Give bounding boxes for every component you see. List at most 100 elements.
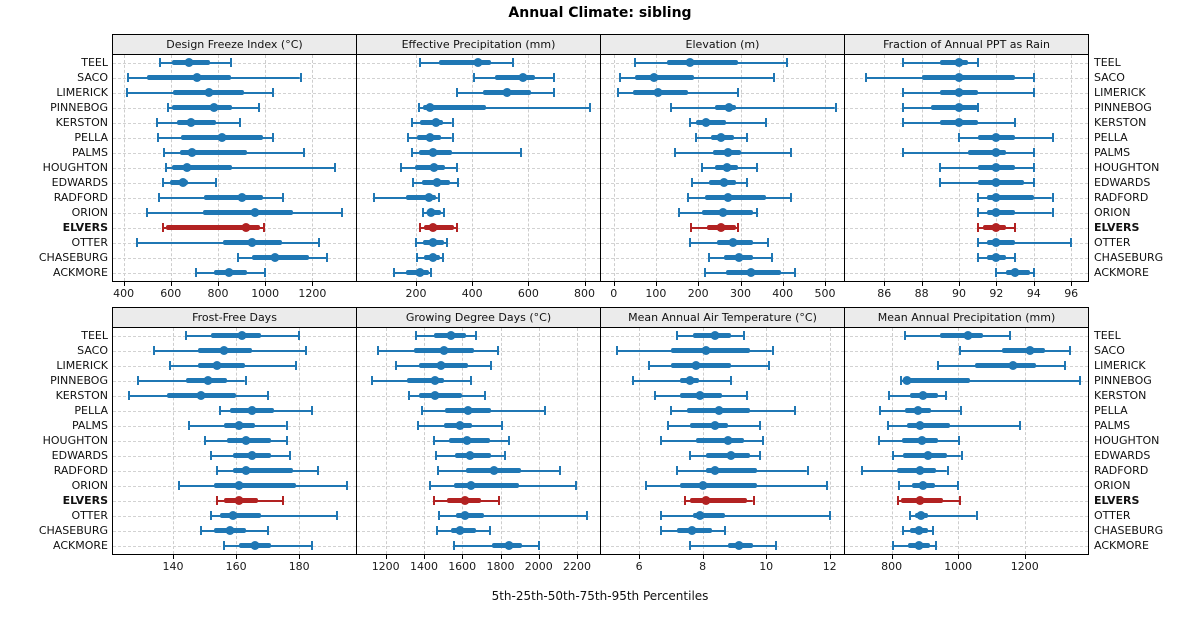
whisker-cap [303, 148, 306, 157]
whisker-cap [946, 466, 949, 475]
interquartile-bar [977, 180, 1025, 185]
axis-tick-mark [299, 555, 301, 559]
whisker-cap [616, 88, 619, 97]
panel-x-axis: 0 100 200 300 400 500 [601, 282, 844, 306]
station-label: OTTER [1094, 509, 1131, 522]
station-label: SACO [77, 71, 108, 84]
panel-x-axis: 400 600 800 1000 1200 [113, 282, 356, 306]
station-label: KERSTON [55, 389, 108, 402]
median-dot [710, 331, 720, 340]
interquartile-bar [670, 363, 732, 368]
station-label: RADFORD [1094, 191, 1149, 204]
median-dot [991, 208, 1001, 217]
whisker-cap [737, 223, 740, 232]
median-dot [466, 481, 476, 490]
median-dot [724, 103, 734, 112]
interquartile-bar [702, 210, 754, 215]
axis-tick-label: 160 [225, 560, 247, 573]
interquartile-bar [680, 483, 757, 488]
panel-design-freeze-index-c: Design Freeze Index (°C) 400 600 800 1000 120… [112, 34, 357, 304]
median-dot [196, 391, 206, 400]
median-dot [685, 58, 695, 67]
station-label: RADFORD [1094, 464, 1149, 477]
median-dot [428, 223, 438, 232]
median-dot [726, 451, 736, 460]
axis-tick-mark [884, 282, 886, 286]
median-dot [428, 253, 438, 262]
whisker-cap [318, 238, 321, 247]
whisker-cap [178, 481, 181, 490]
whisker-cap [758, 421, 761, 430]
axis-tick-mark [528, 282, 530, 286]
whisker-cap [472, 73, 475, 82]
interquartile-bar [232, 468, 293, 473]
whisker-cap [165, 163, 168, 172]
axis-tick-label: 1200 [371, 560, 400, 573]
whisker-cap [435, 451, 438, 460]
median-dot [918, 481, 928, 490]
panel-frost-free-days: Frost-Free Days 140 160 180 [112, 307, 357, 577]
whisker-cap [392, 268, 395, 277]
median-dot [241, 436, 250, 445]
whisker-cap [552, 88, 555, 97]
axis-tick-label: 1600 [448, 560, 477, 573]
whisker-cap [771, 253, 774, 262]
panel-plot-area [112, 55, 357, 282]
median-dot [991, 133, 1001, 142]
median-dot [701, 346, 711, 355]
whisker-cap [325, 253, 328, 262]
whisker-cap [266, 391, 269, 400]
whisker-cap [422, 208, 424, 217]
station-label: LIMERICK [1094, 359, 1146, 372]
median-dot [918, 391, 928, 400]
station-label: LIMERICK [56, 359, 108, 372]
median-dot [723, 436, 733, 445]
whisker-cap [1032, 163, 1035, 172]
axis-tick-label: 1200 [298, 287, 327, 300]
interquartile-bar [968, 150, 1006, 155]
interquartile-bar [423, 105, 487, 110]
median-dot [734, 253, 744, 262]
interquartile-bar [987, 195, 1034, 200]
whisker-cap [288, 451, 291, 460]
median-dot [1010, 268, 1020, 277]
whisker-cap [469, 376, 472, 385]
whisker-cap [1032, 73, 1035, 82]
whisker-cap [167, 103, 170, 112]
whisker-cap [285, 421, 288, 430]
whisker-cap [496, 346, 499, 355]
interquartile-bar [424, 225, 454, 230]
whisker-cap [957, 436, 960, 445]
whisker-cap [976, 58, 979, 67]
whisker-cap [333, 163, 336, 172]
whisker-cap [585, 511, 588, 520]
percentile-whisker [661, 514, 830, 517]
whisker-cap [135, 238, 138, 247]
grid-line-horizontal [357, 380, 600, 382]
whisker-cap [674, 148, 676, 157]
interquartile-bar [176, 120, 216, 125]
whisker-cap [317, 466, 320, 475]
whisker-cap [1032, 268, 1035, 277]
axis-tick-mark [639, 555, 641, 559]
whisker-cap [437, 466, 440, 475]
whisker-cap [272, 88, 275, 97]
whisker-cap [298, 331, 301, 340]
axis-tick-label: 10 [759, 560, 774, 573]
whisker-cap [299, 73, 302, 82]
median-dot [698, 481, 708, 490]
whisker-cap [511, 58, 514, 67]
whisker-cap [266, 526, 269, 535]
whisker-cap [752, 496, 755, 505]
grid-line-horizontal [357, 167, 600, 169]
chart-title: Annual Climate: sibling [508, 5, 692, 21]
whisker-cap [944, 391, 947, 400]
grid-line-horizontal [113, 62, 356, 64]
whisker-cap [214, 178, 217, 187]
interquartile-bar [494, 75, 536, 80]
whisker-cap [484, 391, 487, 400]
whisker-cap [960, 451, 963, 460]
whisker-cap [184, 331, 187, 340]
grid-line-horizontal [357, 242, 600, 244]
axis-tick-mark [538, 555, 540, 559]
